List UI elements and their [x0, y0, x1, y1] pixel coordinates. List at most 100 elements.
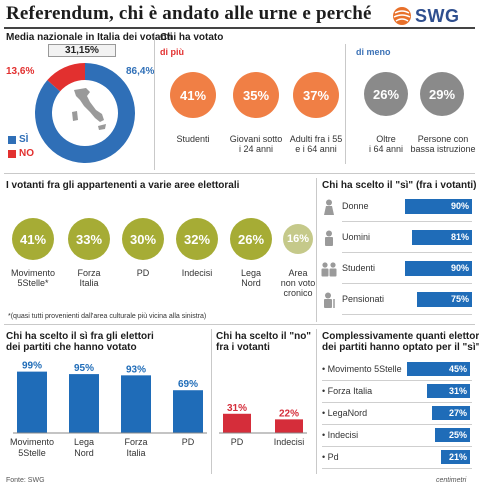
si-elettori-bar	[69, 374, 99, 433]
no-votanti-category-label: PD	[231, 437, 244, 447]
chi-si-chart: Donne 90% Uomini 81% Studenti 90% Pensionati 75…	[320, 195, 475, 317]
no-votanti-bar	[275, 419, 303, 433]
si-elettori-value-label: 99%	[22, 361, 42, 372]
complessivamente-category-label: • Forza Italia	[322, 386, 373, 396]
si-votanti-bar: 75%	[416, 292, 472, 307]
si-elettori-category-label: Movimento	[10, 437, 54, 447]
donut-chart	[34, 63, 135, 163]
legend-si-swatch	[8, 136, 16, 144]
page-title: Referendum, chi è andato alle urne e per…	[6, 3, 372, 24]
giovani-circle: 35%	[233, 72, 279, 118]
legend-no-label: NO	[19, 148, 34, 159]
area-m5s-circle: 41%	[12, 218, 54, 260]
divider-v5	[316, 329, 317, 474]
oltre-64-circle: 26%	[364, 72, 408, 116]
footer-source: Fonte: SWG	[6, 477, 45, 484]
complessivamente-bar: 25%	[435, 428, 470, 442]
complessivamente-bar: 45%	[407, 362, 470, 376]
no-votanti-value-label: 31%	[227, 403, 247, 414]
pensioner-icon	[324, 292, 335, 308]
si-elettori-category-label: 5Stelle	[18, 448, 46, 458]
studenti-label: Studenti	[176, 134, 210, 144]
donut-slice-si	[34, 63, 135, 163]
no-votanti-title-1: Chi ha scelto il "no"	[216, 331, 312, 342]
si-votanti-category-label: Pensionati	[342, 294, 385, 304]
area-fi-label: Forza Italia	[77, 268, 101, 288]
si-elettori-bar	[173, 390, 203, 433]
si-votanti-category-label: Donne	[342, 201, 369, 211]
complessivamente-bar: 27%	[432, 406, 470, 420]
bassa-istruzione-circle: 29%	[420, 72, 464, 116]
row-divider	[342, 252, 472, 253]
legend-si-label: SÌ	[19, 134, 29, 145]
row-divider	[322, 424, 472, 425]
divider-v3	[316, 178, 317, 322]
no-votanti-value-label: 22%	[279, 408, 299, 419]
row-divider	[322, 380, 472, 381]
no-votanti-chart: 31% PD 22% Indecisi	[219, 403, 307, 447]
footer-credit: centimetri	[436, 477, 467, 484]
divider-v4	[211, 329, 212, 474]
complessivamente-bar: 31%	[426, 384, 470, 398]
divider-h2	[4, 324, 475, 325]
si-votanti-bar: 90%	[405, 199, 472, 214]
si-elettori-value-label: 93%	[126, 364, 146, 375]
header-divider	[4, 27, 475, 29]
donut-slice-no	[47, 63, 85, 92]
area-fi-circle: 33%	[68, 218, 110, 260]
row-divider	[342, 283, 472, 284]
man-icon	[325, 230, 333, 246]
aree-note: *(quasi tutti provenienti dall'area cult…	[8, 313, 207, 320]
swg-logo-icon	[393, 7, 411, 25]
area-lega-circle: 26%	[230, 218, 272, 260]
area-non-voto-circle: 16%	[283, 224, 313, 254]
brand-logo: SWG	[392, 5, 460, 27]
area-non-voto-label: Area non voto cronico	[280, 268, 316, 298]
si-elettori-category-label: Italia	[126, 448, 145, 458]
chi-ha-votato-title: Chi ha votato	[160, 32, 224, 43]
divider-v1	[154, 32, 155, 170]
area-lega-label: Lega Nord	[240, 268, 262, 288]
si-percent-label: 86,4%	[126, 66, 155, 77]
complessivamente-title-1: Complessivamente quanti elettori	[322, 331, 479, 342]
chi-si-title: Chi ha scelto il "sì" (fra i votanti)	[322, 180, 477, 191]
complessivamente-category-label: • Movimento 5Stelle	[322, 364, 402, 374]
area-indecisi-circle: 32%	[176, 218, 218, 260]
italy-map-icon	[72, 88, 106, 130]
row-divider	[342, 221, 472, 222]
di-meno-label: di meno	[356, 47, 391, 57]
aree-title: I votanti fra gli appartenenti a varie a…	[6, 180, 240, 191]
si-elettori-category-label: Forza	[124, 437, 147, 447]
si-elettori-bar	[17, 371, 47, 433]
si-elettori-category-label: PD	[182, 437, 195, 447]
complessivamente-bar: 21%	[440, 450, 470, 464]
row-divider	[342, 314, 472, 315]
legend-no-swatch	[8, 150, 16, 158]
complessivamente-category-label: • LegaNord	[322, 408, 368, 418]
no-votanti-category-label: Indecisi	[274, 437, 305, 447]
woman-icon	[324, 199, 334, 215]
si-votanti-category-label: Uomini	[342, 232, 371, 242]
studenti-circle: 41%	[170, 72, 216, 118]
si-votanti-bar: 81%	[412, 230, 472, 245]
bassa-istruzione-label: Persone con bassa istruzione	[410, 134, 476, 154]
area-pd-circle: 30%	[122, 218, 164, 260]
area-m5s-label: Movimento 5Stelle*	[10, 268, 55, 288]
no-votanti-title-2: fra i votanti	[216, 342, 270, 353]
no-votanti-bar	[223, 413, 251, 433]
row-divider	[322, 402, 472, 403]
area-indecisi-label: Indecisi	[181, 268, 213, 278]
si-elettori-title-2: dei partiti che hanno votato	[6, 342, 137, 353]
students-icon	[321, 262, 337, 277]
si-elettori-bar	[121, 375, 151, 433]
row-divider	[322, 446, 472, 447]
turnout-badge: 31,15%	[48, 44, 116, 57]
giovani-label: Giovani sotto i 24 anni	[229, 134, 283, 154]
row-divider	[322, 468, 472, 469]
complessivamente-category-label: • Indecisi	[322, 430, 359, 440]
oltre-64-label: Oltre i 64 anni	[368, 134, 404, 154]
si-elettori-category-label: Lega	[74, 437, 94, 447]
adulti-circle: 37%	[293, 72, 339, 118]
adulti-label: Adulti fra i 55 e i 64 anni	[289, 134, 343, 154]
